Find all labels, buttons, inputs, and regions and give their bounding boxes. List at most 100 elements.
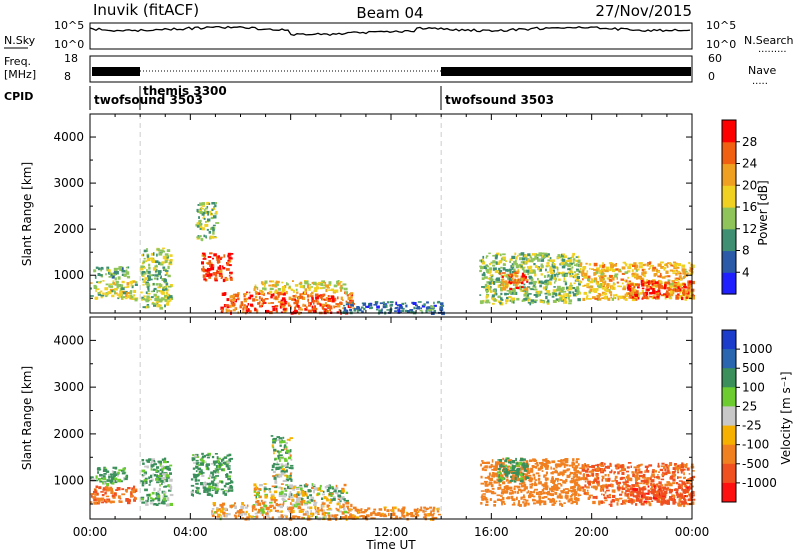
scatter-cell: [157, 490, 160, 494]
scatter-cell: [553, 484, 556, 488]
scatter-cell: [544, 279, 547, 282]
scatter-region-11: [626, 279, 695, 301]
scatter-cell: [499, 271, 502, 274]
colorbar-swatch-3: [722, 228, 736, 252]
scatter-cell: [534, 264, 538, 268]
scatter-cell: [504, 473, 509, 477]
scatter-cell: [522, 501, 525, 504]
scatter-cell: [672, 478, 676, 482]
scatter-cell: [674, 463, 677, 465]
scatter-cell: [511, 300, 515, 304]
scatter-cell: [691, 296, 695, 300]
scatter-cell: [498, 272, 502, 275]
scatter-cell: [541, 496, 545, 499]
scatter-cell: [350, 292, 354, 295]
scatter-cell: [273, 437, 277, 442]
scatter-cell: [288, 456, 292, 460]
scatter-cell: [360, 511, 363, 514]
scatter-cell: [518, 482, 523, 485]
scatter-cell: [106, 479, 111, 482]
scatter-cell: [484, 461, 488, 464]
scatter-cell: [568, 296, 570, 300]
scatter-cell: [161, 261, 165, 264]
colorbar-swatch-5: [722, 185, 736, 208]
scatter-cell: [499, 302, 502, 305]
scatter-cell: [102, 280, 105, 282]
scatter-cell: [522, 481, 526, 484]
scatter-cell: [511, 270, 516, 274]
scatter-cell: [323, 496, 327, 500]
scatter-cell: [265, 488, 268, 490]
scatter-cell: [619, 493, 623, 496]
scatter-cell: [299, 285, 304, 289]
scatter-cell: [663, 486, 667, 490]
scatter-cell: [651, 488, 655, 492]
scatter-cell: [523, 475, 526, 479]
scatter-cell: [169, 464, 173, 467]
scatter-cell: [646, 279, 648, 282]
scatter-cell: [396, 304, 401, 307]
scatter-cell: [230, 277, 233, 281]
scatter-cell: [255, 500, 259, 504]
scatter-cell: [496, 499, 501, 501]
scatter-cell: [634, 476, 639, 479]
scatter-cell: [513, 273, 517, 276]
scatter-cell: [538, 498, 541, 502]
scatter-cell: [687, 487, 690, 491]
scatter-cell: [523, 254, 527, 258]
scatter-cell: [651, 268, 656, 272]
scatter-cell: [121, 269, 126, 273]
scatter-cell: [591, 278, 594, 282]
scatter-cell: [690, 492, 693, 495]
scatter-cell: [650, 487, 652, 490]
scatter-cell: [303, 503, 308, 506]
scatter-cell: [322, 516, 325, 520]
scatter-cell: [547, 293, 551, 296]
scatter-cell: [211, 514, 215, 518]
x-tick-label-1: 00:00: [73, 525, 108, 539]
scatter-cell: [197, 462, 200, 464]
scatter-cell: [331, 485, 334, 488]
scatter-cell: [637, 286, 640, 289]
noise-left-tick-bottom: 10^0: [54, 38, 84, 51]
scatter-cell: [206, 275, 209, 278]
scatter-cell: [109, 283, 113, 285]
scatter-cell: [501, 279, 503, 282]
scatter-cell: [386, 509, 390, 512]
scatter-cell: [678, 476, 682, 479]
scatter-cell: [161, 477, 166, 479]
scatter-cell: [157, 494, 161, 499]
scatter-cell: [509, 287, 513, 291]
scatter-cell: [119, 500, 123, 503]
scatter-cell: [540, 257, 543, 260]
scatter-cell: [230, 488, 234, 492]
scatter-cell: [253, 487, 258, 491]
scatter-cell: [551, 295, 555, 298]
scatter-cell: [142, 260, 146, 264]
scatter-cell: [283, 310, 287, 313]
scatter-cell: [145, 459, 149, 462]
scatter-cell: [283, 445, 286, 449]
scatter-cell: [405, 304, 408, 308]
scatter-cell: [201, 213, 205, 216]
scatter-cell: [143, 249, 147, 253]
scatter-cell: [676, 482, 679, 485]
scatter-cell: [625, 470, 629, 473]
scatter-cell: [499, 472, 502, 475]
scatter-cell: [583, 464, 587, 467]
scatter-cell: [491, 294, 495, 298]
scatter-cell: [97, 471, 99, 474]
scatter-cell: [153, 474, 157, 477]
scatter-cell: [117, 276, 121, 280]
noise-left-tick-top: 10^5: [54, 19, 84, 32]
scatter-cell: [219, 510, 224, 513]
scatter-cell: [620, 476, 624, 480]
scatter-cell: [105, 500, 108, 504]
scatter-cell: [607, 496, 611, 499]
scatter-cell: [608, 291, 613, 294]
scatter-cell: [117, 297, 120, 300]
scatter-cell: [221, 468, 224, 471]
scatter-cell: [372, 510, 376, 515]
scatter-cell: [159, 263, 164, 266]
scatter-cell: [216, 508, 220, 512]
